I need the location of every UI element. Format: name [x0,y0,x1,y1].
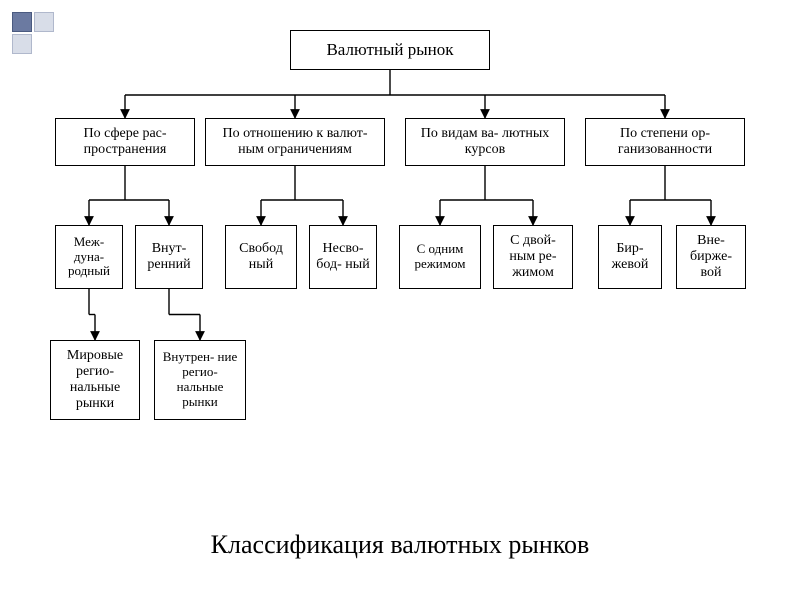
node-l1: Меж- дуна- родный [55,225,123,289]
node-b2: Внутрен- ние регио- нальные рынки [154,340,246,420]
node-l6: С двой- ным ре- жимом [493,225,573,289]
diagram-title: Классификация валютных рынков [0,530,800,560]
node-l4: Несво- бод- ный [309,225,377,289]
hierarchy-diagram: Валютный рынок По сфере рас- пространения… [0,0,800,600]
node-l5: С одним режимом [399,225,481,289]
node-b1: Мировые регио- нальные рынки [50,340,140,420]
node-l7: Бир- жевой [598,225,662,289]
node-c2: По отношению к валют- ным ограничениям [205,118,385,166]
node-root: Валютный рынок [290,30,490,70]
node-l8: Вне- бирже- вой [676,225,746,289]
node-l3: Свобод ный [225,225,297,289]
node-c1: По сфере рас- пространения [55,118,195,166]
node-l2: Внут- ренний [135,225,203,289]
node-c4: По степени ор- ганизованности [585,118,745,166]
connector-lines [0,0,800,600]
node-c3: По видам ва- лютных курсов [405,118,565,166]
